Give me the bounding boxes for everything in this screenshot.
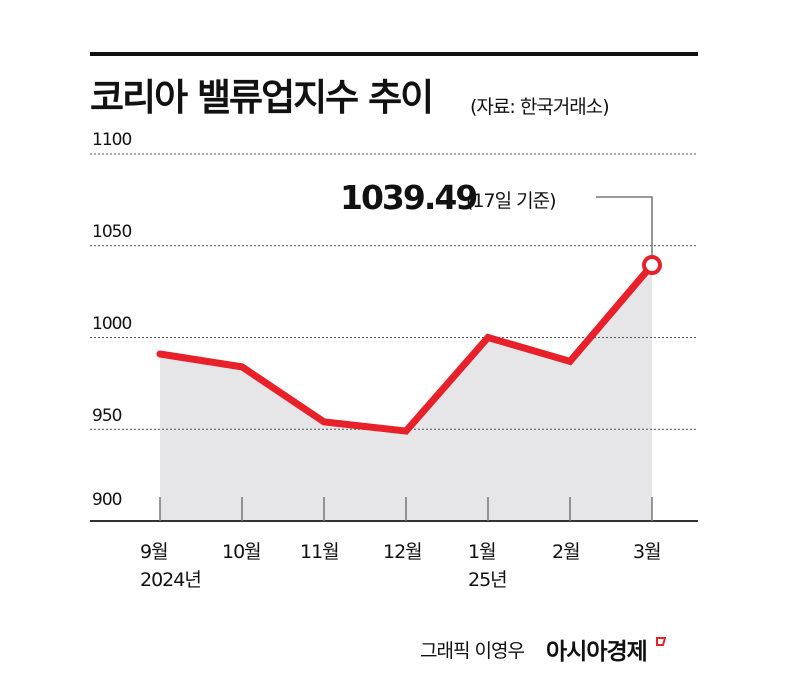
x-tick-dec: 12월 xyxy=(383,541,423,563)
callout-leader-line xyxy=(596,196,653,256)
callout-value: 1039.49 xyxy=(340,178,478,217)
area-fill xyxy=(160,265,652,521)
brand-logo: 아시아경제 xyxy=(546,632,667,666)
y-tick-1100: 1100 xyxy=(92,130,132,150)
callout-note: (17일 기준) xyxy=(466,190,556,212)
chart-title: 코리아 밸류업지수 추이 xyxy=(90,76,434,119)
x-tick-oct: 10월 xyxy=(222,541,262,563)
y-tick-1050: 1050 xyxy=(92,222,132,242)
x-tick-sep: 9월 2024년 xyxy=(140,541,202,591)
x-tick-mar: 3월 xyxy=(633,541,662,563)
top-rule xyxy=(90,52,698,56)
y-tick-1000: 1000 xyxy=(92,314,132,334)
x-tick-feb: 2월 xyxy=(552,541,581,563)
chart-source: (자료: 한국거래소) xyxy=(470,96,610,118)
y-tick-900: 900 xyxy=(92,490,122,510)
data-line xyxy=(156,261,656,435)
x-tick-nov: 11월 xyxy=(300,541,340,563)
x-tick-jan: 1월 25년 xyxy=(468,541,508,591)
brand-mark-icon xyxy=(655,637,667,646)
latest-point-marker xyxy=(642,255,662,276)
y-tick-950: 950 xyxy=(92,406,122,426)
graphic-credit: 그래픽 이영우 xyxy=(420,640,525,662)
